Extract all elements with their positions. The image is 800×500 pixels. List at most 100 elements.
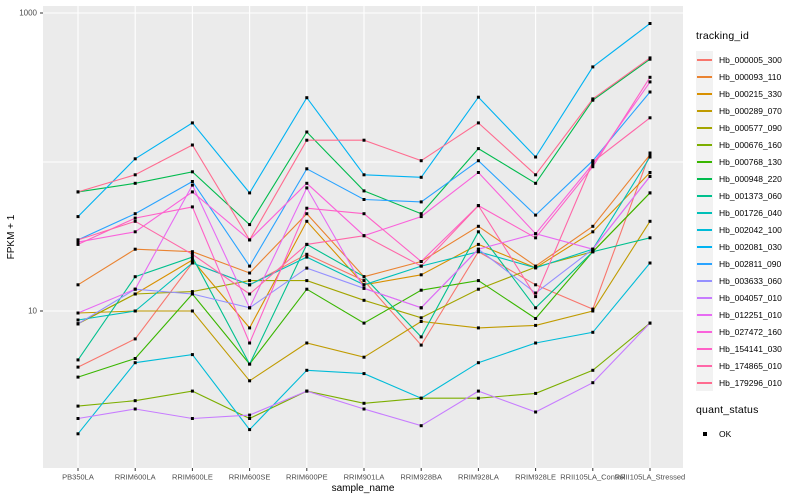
data-point [133, 361, 137, 365]
series-points [76, 22, 652, 436]
data-point [133, 337, 137, 341]
data-point [248, 264, 252, 268]
legend-line-icon [697, 330, 712, 333]
legend-line-icon [697, 194, 712, 197]
x-tick-label: PB350LA [62, 473, 94, 482]
data-point [133, 173, 137, 177]
data-point [305, 167, 309, 171]
legend-item-Hb_000768_130: Hb_000768_130 [696, 153, 782, 170]
data-point [362, 138, 366, 142]
legend-line-icon [697, 279, 712, 282]
data-point [648, 261, 652, 265]
data-point [190, 258, 194, 262]
y-axis-title: FPKM + 1 [6, 214, 17, 259]
data-point [76, 242, 80, 246]
data-point [419, 175, 423, 179]
data-point [76, 432, 80, 436]
data-point [190, 261, 194, 265]
legend-key-swatch [696, 153, 713, 170]
data-point [76, 375, 80, 379]
legend-line-icon [697, 160, 712, 163]
series-points-Hb_179296_010 [76, 56, 652, 242]
x-tick-label: RRIM928LA [458, 473, 499, 482]
series-points-Hb_001373_060 [76, 230, 652, 366]
legend-key-swatch [696, 289, 713, 306]
data-point [534, 155, 538, 159]
data-point [419, 320, 423, 323]
legend-key-swatch [696, 119, 713, 136]
data-point [419, 316, 423, 320]
series-points-Hb_004057_010 [76, 321, 652, 428]
legend-item-label: Hb_154141_030 [719, 343, 782, 354]
legend-item-label: Hb_004057_010 [719, 292, 782, 303]
legend-item-Hb_174865_010: Hb_174865_010 [696, 357, 782, 374]
legend-item-label: Hb_002081_030 [719, 241, 782, 252]
legend-key-swatch [696, 221, 713, 238]
data-point [248, 326, 252, 330]
legend-line-icon [697, 58, 712, 61]
data-point [248, 191, 252, 195]
data-point [248, 379, 252, 383]
data-point [591, 165, 595, 169]
data-point [305, 181, 309, 185]
data-point [362, 298, 366, 302]
data-point [76, 240, 80, 244]
data-point [133, 407, 137, 411]
data-point [534, 306, 538, 310]
data-point [133, 309, 137, 313]
data-point [648, 56, 652, 60]
legend-item-Hb_000676_160: Hb_000676_160 [696, 136, 782, 153]
data-point [248, 417, 252, 420]
data-point [419, 396, 423, 400]
legend-key-swatch [696, 85, 713, 102]
data-point [591, 381, 595, 385]
data-point [76, 215, 80, 219]
data-point [190, 170, 194, 174]
legend-title-quant-status: quant_status [696, 404, 759, 416]
data-point [190, 417, 194, 420]
data-point [648, 155, 652, 159]
legend-title-tracking-id: tracking_id [696, 30, 749, 42]
legend-line-icon [697, 211, 712, 214]
data-point [534, 295, 538, 299]
legend-item-Hb_000005_300: Hb_000005_300 [696, 51, 782, 68]
data-point [248, 341, 252, 345]
data-point [133, 230, 137, 234]
data-point [476, 159, 480, 163]
legend-line-icon [697, 177, 712, 180]
data-point [305, 206, 309, 210]
legend-item-quant-OK: OK [696, 425, 782, 442]
data-point [362, 234, 366, 238]
data-point [190, 121, 194, 125]
data-point [362, 286, 366, 290]
data-point [648, 236, 652, 240]
legend-item-Hb_001373_060: Hb_001373_060 [696, 187, 782, 204]
legend-item-label: Hb_000215_330 [719, 88, 782, 99]
data-point [648, 116, 652, 120]
data-point [248, 279, 252, 283]
data-point [419, 212, 423, 216]
data-point [305, 219, 309, 223]
data-point [190, 389, 194, 393]
legend-item-label: Hb_000005_300 [719, 54, 782, 65]
data-point [648, 171, 652, 174]
legend-item-Hb_012251_010: Hb_012251_010 [696, 306, 782, 323]
data-point [248, 283, 252, 287]
legend-line-icon [697, 262, 712, 265]
data-point [76, 358, 80, 362]
x-tick-label: RRIM600SE [229, 473, 271, 482]
data-point [133, 399, 137, 403]
data-point [248, 362, 252, 366]
legend-key-swatch [696, 204, 713, 221]
legend-item-label: Hb_000948_220 [719, 173, 782, 184]
data-point [305, 341, 309, 345]
legend-item-Hb_004057_010: Hb_004057_010 [696, 289, 782, 306]
data-point [133, 181, 137, 185]
data-point [534, 291, 538, 295]
legend-item-label: Hb_179296_010 [719, 377, 782, 388]
data-point [305, 368, 309, 372]
data-point [305, 389, 309, 393]
data-point [362, 189, 366, 193]
legend-line-icon [697, 92, 712, 95]
data-point [305, 287, 309, 291]
